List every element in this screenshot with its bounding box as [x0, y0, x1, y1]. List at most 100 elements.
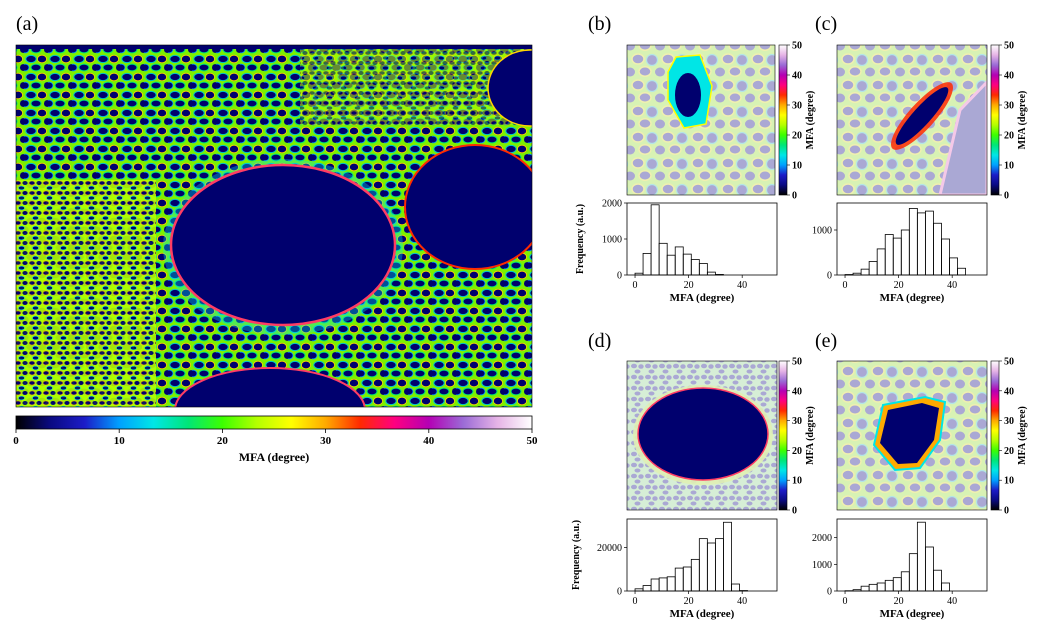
y-tick-label: 0: [827, 587, 832, 598]
histogram-bar: [860, 585, 870, 592]
right-vessel-lumen: [404, 144, 532, 270]
histogram-bar: [924, 210, 934, 276]
histogram-bar: [674, 246, 684, 276]
colorbar-label: MFA (degree): [1017, 91, 1028, 150]
histogram-bar: [690, 259, 700, 276]
panel-label-a: (a): [16, 13, 38, 35]
histogram-frame: [626, 202, 778, 276]
histogram-bar: [658, 242, 668, 276]
colorbar-tick-label: 0: [1004, 191, 1009, 202]
main-colorbar-label: MFA (degree): [239, 450, 310, 464]
colorbar-tick-label: 40: [1004, 386, 1014, 397]
colorbar-tick-label: 50: [1004, 357, 1014, 368]
histogram-bar: [900, 571, 910, 592]
main-colorbar-tick-label: 50: [527, 435, 539, 447]
histogram-bar: [941, 582, 950, 592]
histogram-bar: [706, 271, 716, 276]
histogram-bar: [723, 521, 732, 592]
histogram-bar: [957, 267, 966, 276]
y-tick-label: 0: [617, 587, 622, 598]
colorbar-tick-label: 0: [1004, 506, 1009, 517]
y-tick-label: 2000: [602, 199, 622, 210]
histogram-bar: [698, 538, 708, 592]
y-tick-label: 1000: [812, 226, 832, 237]
y-tick-label: 0: [617, 271, 622, 282]
y-tick-label: 20000: [597, 543, 622, 554]
x-tick-label: 40: [737, 596, 747, 607]
histogram-e: 0 20 40 0 1000 2000 MFA (degree): [812, 518, 988, 620]
x-tick-label: 40: [737, 280, 747, 291]
colorbar-tick-label: 30: [792, 416, 802, 427]
colorbar-label: MFA (degree): [805, 91, 816, 150]
main-colorbar-tick-label: 0: [13, 435, 19, 447]
colorbar-panel-e: 0 10 20 30 40 50 MFA (degree): [990, 357, 1028, 517]
histogram-bar: [666, 576, 676, 592]
colorbar-label: MFA (degree): [805, 406, 816, 465]
panel-b-map: [627, 45, 775, 195]
colorbar-tick-label: 40: [1004, 71, 1014, 82]
histogram-bar: [650, 204, 660, 276]
histogram-d: 0 20 40 0 20000 MFA (degree) Frequency (a.u.): [571, 518, 778, 620]
panel-label-b: (b): [588, 13, 611, 35]
histogram-bar: [650, 578, 660, 592]
colorbar-tick-label: 50: [792, 357, 802, 368]
histogram-bar: [642, 585, 652, 592]
y-tick-label: 0: [827, 271, 832, 282]
histogram-bar: [908, 553, 918, 592]
panel-label-c: (c): [815, 13, 837, 35]
colorbar-tick-label: 30: [792, 101, 802, 112]
bottom-vessel-lumen: [174, 367, 366, 407]
histogram-b: 0 20 40 0 1000 2000 MFA (degree) Frequency (a.u…: [575, 199, 778, 304]
colorbar-tick-label: 10: [792, 161, 802, 172]
histogram-bar: [706, 542, 716, 592]
histogram-bar: [916, 212, 926, 276]
x-tick-label: 40: [947, 280, 957, 291]
histogram-bar: [642, 252, 652, 276]
histogram-frame: [626, 518, 778, 592]
panel-label-d: (d): [588, 330, 611, 352]
panel-d-map: [627, 361, 777, 510]
histogram-bar: [868, 261, 878, 276]
colorbar-tick-label: 20: [1004, 446, 1014, 457]
histogram-bar: [933, 569, 942, 592]
histogram-bar: [933, 222, 942, 276]
y-axis-label: Frequency (a.u.): [575, 204, 586, 274]
histogram-bar: [908, 207, 918, 276]
histogram-bar: [682, 566, 692, 592]
histogram-bar: [884, 234, 894, 276]
y-tick-label: 1000: [602, 235, 622, 246]
histogram-bar: [916, 521, 926, 592]
histogram-frame: [836, 518, 988, 592]
x-axis-label: MFA (degree): [670, 292, 735, 304]
colorbar-tick-label: 30: [1004, 101, 1014, 112]
histogram-bar: [868, 583, 878, 592]
x-tick-label: 0: [633, 596, 638, 607]
colorbar-tick-label: 40: [792, 386, 802, 397]
x-axis-label: MFA (degree): [880, 608, 945, 620]
colorbar-tick-label: 10: [792, 476, 802, 487]
colorbar-label: MFA (degree): [1017, 406, 1028, 465]
panel-e-map: [837, 361, 987, 510]
colorbar-tick-label: 20: [1004, 131, 1014, 142]
colorbar-panel-c: 0 10 20 30 40 50 MFA (degree): [990, 41, 1028, 202]
main-colorbar-tick-label: 10: [114, 435, 126, 447]
panel-label-e: (e): [815, 330, 837, 352]
colorbar-tick-label: 0: [792, 506, 797, 517]
histogram-bar: [924, 546, 934, 592]
histogram-bar: [949, 257, 958, 276]
x-tick-label: 0: [843, 596, 848, 607]
colorbar-tick-label: 20: [792, 131, 802, 142]
main-colorbar: 0 10 20 30 40 50 MFA (degree): [13, 415, 539, 464]
main-colorbar-tick-label: 30: [320, 435, 332, 447]
x-tick-label: 20: [684, 280, 694, 291]
histogram-bar: [860, 268, 870, 276]
x-axis-label: MFA (degree): [880, 292, 945, 304]
y-axis-label: Frequency (a.u.): [571, 520, 582, 590]
histogram-bar: [690, 558, 700, 592]
histogram-bar: [666, 254, 676, 276]
histogram-bar: [876, 248, 886, 276]
histogram-bar: [892, 577, 902, 592]
panel-c-map: [837, 45, 987, 195]
histogram-bar: [658, 577, 668, 592]
